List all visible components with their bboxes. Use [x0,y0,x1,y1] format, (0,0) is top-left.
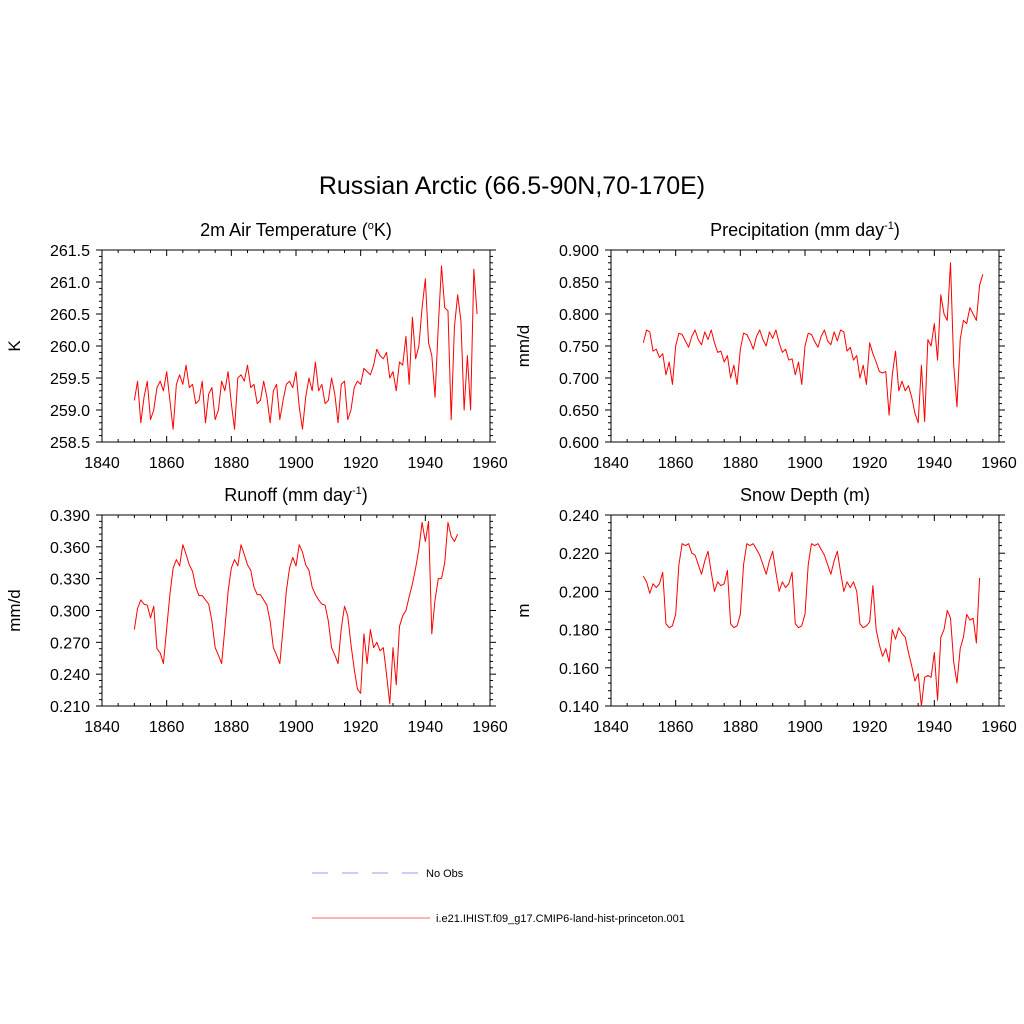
series-line [642,262,984,424]
y-tick-label: 0.200 [559,584,599,601]
legend: No Obs i.e21.IHIST.f09_g17.CMIP6-land-his… [312,868,685,925]
x-tick-label: 1960 [472,455,508,472]
plot-frame [101,514,491,707]
panel-precipitation: Precipitation (mm day-1) mm/d 1840 1860 1880… [514,220,1017,472]
x-tick-label: 1860 [658,719,694,736]
y-tick-label: 260.5 [50,307,90,324]
y-tick-label: 0.600 [559,435,599,452]
y-axis-label: mm/d [514,325,533,368]
y-tick-label: 0.300 [50,604,90,621]
legend-item: i.e21.IHIST.f09_g17.CMIP6-land-hist-prin… [312,913,685,925]
plot-frame [101,249,491,443]
y-axis-label: mm/d [5,589,24,632]
x-tick-label: 1960 [472,719,508,736]
panel-title: Snow Depth (m) [740,485,870,505]
x-tick-label: 1920 [343,455,379,472]
y-tick-label: 0.390 [50,508,90,525]
y-tick-label: 0.750 [559,339,599,356]
x-tick-label: 1940 [408,719,444,736]
x-tick-label: 1960 [981,455,1017,472]
legend-label: i.e21.IHIST.f09_g17.CMIP6-land-hist-prin… [436,913,685,925]
y-tick-label: 0.240 [50,667,90,684]
panel-title: 2m Air Temperature (oK) [200,220,392,240]
series-line [642,543,981,707]
y-tick-label: 0.850 [559,275,599,292]
y-tick-label: 258.5 [50,435,90,452]
series-line [133,265,478,430]
series-line [133,520,459,705]
y-tick-label: 260.0 [50,339,90,356]
panel-air-temperature: 2m Air Temperature (oK) K 1840 1860 1880 1900… [5,220,508,472]
x-tick-label: 1920 [852,719,888,736]
x-tick-label: 1880 [214,719,250,736]
x-tick-label: 1920 [343,719,379,736]
x-tick-label: 1860 [149,455,185,472]
y-tick-label: 0.180 [559,623,599,640]
panel-title: Runoff (mm day-1) [224,485,368,505]
y-tick-label: 0.240 [559,508,599,525]
x-tick-label: 1940 [917,719,953,736]
y-tick-label: 0.220 [559,546,599,563]
x-tick-label: 1840 [593,719,629,736]
y-tick-label: 0.900 [559,243,599,260]
y-tick-label: 0.140 [559,699,599,716]
y-tick-label: 0.360 [50,540,90,557]
x-tick-label: 1900 [787,719,823,736]
x-tick-label: 1840 [84,719,120,736]
figure-title: Russian Arctic (66.5-90N,70-170E) [319,172,705,200]
x-tick-label: 1840 [593,455,629,472]
y-axis-label: K [5,340,24,352]
x-tick-label: 1940 [408,455,444,472]
y-tick-label: 0.700 [559,371,599,388]
x-tick-label: 1900 [278,455,314,472]
x-tick-label: 1880 [723,455,759,472]
x-tick-label: 1840 [84,455,120,472]
y-tick-label: 0.330 [50,572,90,589]
y-tick-label: 0.160 [559,661,599,678]
x-tick-label: 1880 [723,719,759,736]
x-tick-label: 1920 [852,455,888,472]
y-tick-label: 261.0 [50,275,90,292]
x-tick-label: 1860 [658,455,694,472]
x-tick-label: 1960 [981,719,1017,736]
panel-snow-depth: Snow Depth (m) m 1840 1860 1880 1900 1920 1940 1… [514,485,1017,736]
y-axis-label: m [514,603,533,617]
x-tick-label: 1940 [917,455,953,472]
legend-label: No Obs [426,868,464,880]
x-tick-label: 1900 [278,719,314,736]
y-tick-label: 0.800 [559,307,599,324]
panel-runoff: Runoff (mm day-1) mm/d 1840 1860 1880 1900 192… [5,485,508,736]
x-tick-label: 1900 [787,455,823,472]
y-tick-label: 0.270 [50,635,90,652]
y-tick-label: 259.0 [50,403,90,420]
legend-item: No Obs [312,868,464,880]
y-tick-label: 0.210 [50,699,90,716]
y-tick-label: 261.5 [50,243,90,260]
y-tick-label: 259.5 [50,371,90,388]
panel-title: Precipitation (mm day-1) [710,220,900,240]
x-tick-label: 1860 [149,719,185,736]
chart-panels: 2m Air Temperature (oK) K 1840 1860 1880 1900… [5,220,1017,736]
x-tick-label: 1880 [214,455,250,472]
y-tick-label: 0.650 [559,403,599,420]
